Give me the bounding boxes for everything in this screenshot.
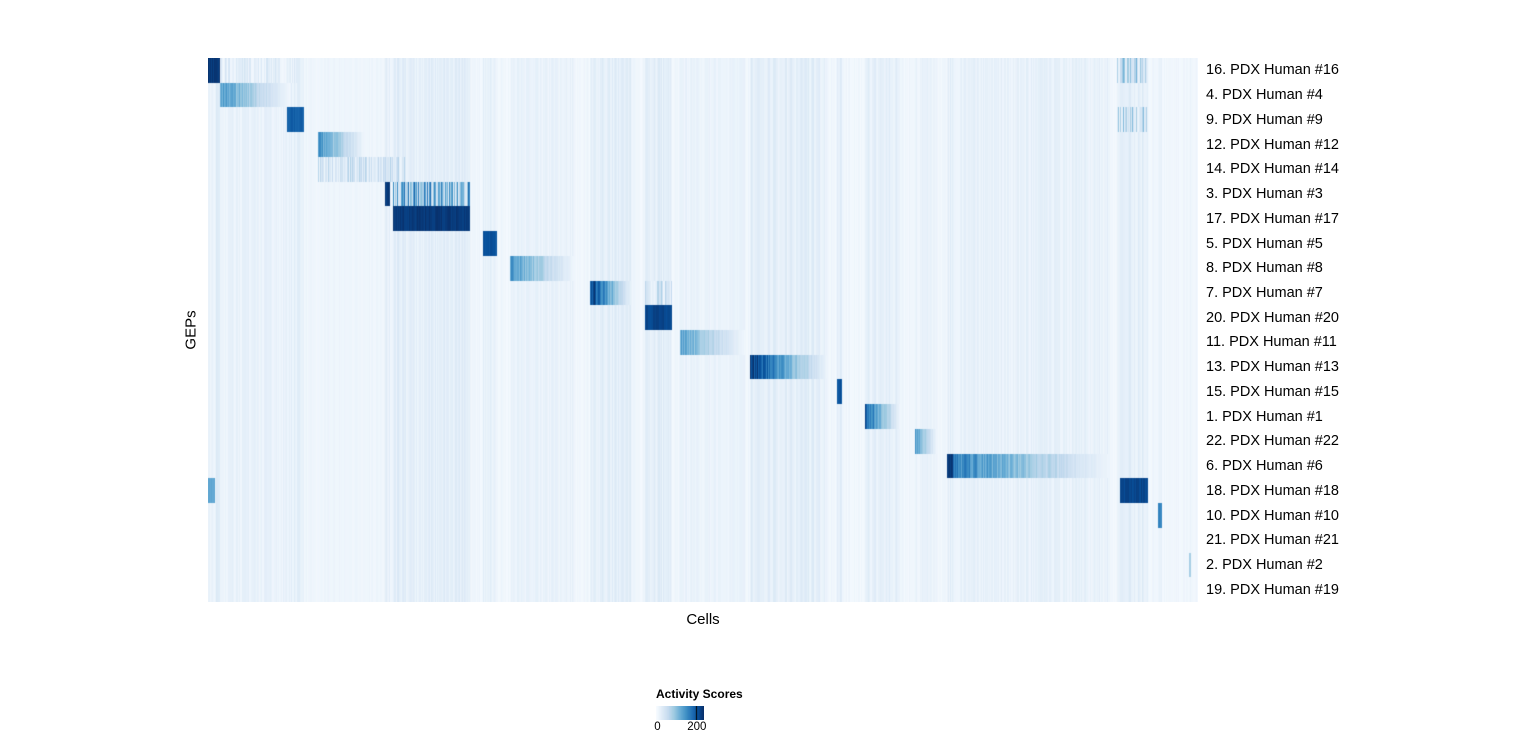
row-label: 13. PDX Human #13	[1206, 359, 1339, 376]
legend-tick-max: 200	[687, 721, 707, 733]
legend-colorbar-wrap	[656, 706, 704, 720]
row-label: 6. PDX Human #6	[1206, 458, 1323, 475]
row-label: 18. PDX Human #18	[1206, 482, 1339, 499]
row-labels: 16. PDX Human #16 4. PDX Human #4 9. PDX H…	[1206, 58, 1396, 602]
heatmap	[208, 58, 1198, 602]
row-label: 3. PDX Human #3	[1206, 186, 1323, 203]
row-label: 4. PDX Human #4	[1206, 87, 1323, 104]
row-label: 22. PDX Human #22	[1206, 433, 1339, 450]
row-label: 2. PDX Human #2	[1206, 557, 1323, 574]
row-label: 8. PDX Human #8	[1206, 260, 1323, 277]
legend-tick-min: 0	[654, 721, 661, 733]
row-label: 5. PDX Human #5	[1206, 235, 1323, 252]
row-label: 7. PDX Human #7	[1206, 284, 1323, 301]
legend: Activity Scores 0 200	[654, 687, 743, 734]
row-label: 9. PDX Human #9	[1206, 111, 1323, 128]
y-axis-label: GEPs	[182, 310, 200, 350]
row-label: 20. PDX Human #20	[1206, 309, 1339, 326]
row-label: 21. PDX Human #21	[1206, 532, 1339, 549]
row-label: 14. PDX Human #14	[1206, 161, 1339, 178]
row-label: 19. PDX Human #19	[1206, 581, 1339, 598]
row-label: 15. PDX Human #15	[1206, 383, 1339, 400]
row-label: 10. PDX Human #10	[1206, 507, 1339, 524]
row-label: 16. PDX Human #16	[1206, 62, 1339, 79]
x-axis-label: Cells	[686, 611, 720, 628]
row-label: 12. PDX Human #12	[1206, 136, 1339, 153]
legend-ticks: 0 200	[654, 720, 707, 734]
row-label: 1. PDX Human #1	[1206, 408, 1323, 425]
row-label: 17. PDX Human #17	[1206, 210, 1339, 227]
legend-title: Activity Scores	[656, 687, 743, 701]
row-label: 11. PDX Human #11	[1206, 334, 1337, 351]
legend-colorbar	[656, 706, 704, 720]
